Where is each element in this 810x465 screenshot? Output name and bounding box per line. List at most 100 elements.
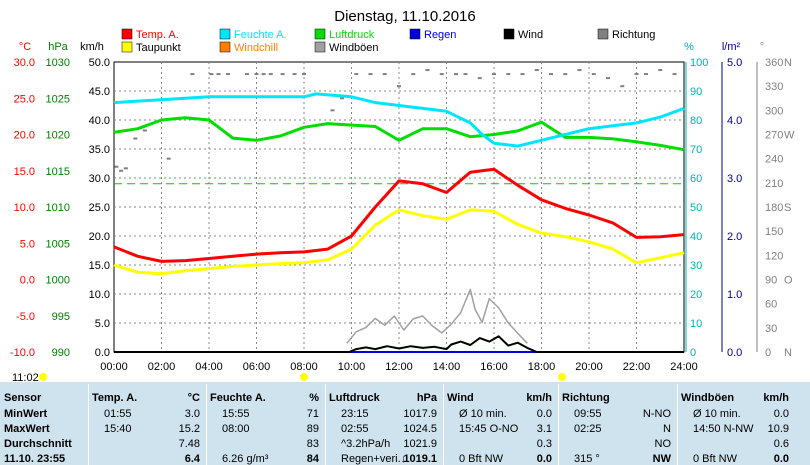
stats-row-value: 7.48: [178, 438, 200, 450]
stats-row-value: 1021.9: [403, 438, 437, 450]
stats-unit: km/h: [763, 392, 789, 404]
direction-point: [216, 73, 221, 76]
stats-row: 6.26 g/m³ 84: [210, 452, 321, 465]
stats-divider: [558, 384, 559, 465]
axis-tick-label: 1005: [46, 238, 70, 250]
x-tick-label: 04:00: [195, 361, 223, 373]
direction-point: [620, 85, 625, 88]
stats-row-value: 1024.5: [403, 423, 437, 435]
legend-swatch: [121, 41, 133, 53]
stats-row-label: Ø 10 min.: [693, 408, 741, 420]
stats-row: 09:55 N-NO: [562, 407, 673, 422]
legend-label: Feuchte A.: [234, 29, 287, 41]
stats-unit: hPa: [416, 392, 437, 404]
stats-row-value: 6.4: [184, 453, 200, 465]
stats-header: Richtung: [562, 391, 673, 406]
direction-point: [634, 73, 639, 76]
direction-point: [133, 137, 138, 140]
stats-row-value: 10.9: [767, 423, 789, 435]
direction-point: [254, 73, 259, 76]
stats-row: 0 Bft NW 0.0: [681, 452, 791, 465]
stats-row-label: ^3.2hPa/h: [341, 438, 391, 450]
stats-row: 83: [210, 437, 321, 452]
axis-unit-label: l/m²: [722, 41, 741, 53]
axis-unit-label: hPa: [48, 41, 68, 53]
legend-swatch: [597, 28, 609, 40]
axis-tick-label: -10.0: [10, 347, 35, 359]
stats-header: Sensor: [4, 391, 88, 406]
legend-swatch: [409, 28, 421, 40]
legend-swatch: [121, 28, 133, 40]
series-line-temp-a-: [113, 167, 685, 263]
x-tick-label: 12:00: [385, 361, 413, 373]
direction-point: [368, 73, 373, 76]
axis-tick-label: 5.0: [95, 318, 110, 330]
axis-tick-label: 10.0: [89, 289, 110, 301]
direction-point: [382, 73, 387, 76]
stats-row: Ø 10 min. 0.0: [681, 407, 791, 422]
x-tick-label: 22:00: [623, 361, 651, 373]
stats-row: 23:15 1017.9: [329, 407, 439, 422]
axis-tick-label: 100: [690, 57, 708, 69]
legend-swatch: [219, 28, 231, 40]
axis-unit-label: °: [760, 41, 764, 53]
stats-row: NO: [562, 437, 673, 452]
axis-tick-label: 995: [52, 311, 70, 323]
stats-row: Ø 10 min. 0.0: [447, 407, 554, 422]
axis-tick-label: 0.0: [95, 347, 110, 359]
stats-divider: [88, 384, 89, 465]
axis-tick-label: 25.0: [89, 202, 110, 214]
x-tick-label: 06:00: [243, 361, 271, 373]
axis-tick-label: 4.0: [727, 115, 742, 127]
stats-title: Luftdruck: [329, 392, 380, 404]
stats-row: 02:25 N: [562, 422, 673, 437]
direction-point: [506, 73, 511, 76]
legend-swatch: [314, 41, 326, 53]
stats-row-label: Regen+veri.↓: [341, 453, 407, 465]
x-tick-label: 00:00: [100, 361, 128, 373]
stats-row: 08:00 89: [210, 422, 321, 437]
stats-section: Windböen km/h Ø 10 min. 0.0 14:50 N-NW 10.9 0.…: [681, 382, 791, 465]
stats-row-value: 1017.9: [403, 408, 437, 420]
axis-tick-label: N: [784, 347, 792, 359]
direction-point: [340, 97, 344, 100]
stats-row-value: 0.0: [773, 408, 789, 420]
stats-row: 0.6: [681, 437, 791, 452]
x-tick-label: 02:00: [148, 361, 176, 373]
stats-row-label: 0 Bft NW: [693, 453, 738, 465]
axis-tick-label: 90: [765, 275, 777, 287]
axis-tick-label: 60: [765, 299, 777, 311]
direction-point: [492, 73, 496, 76]
legend-label: Windböen: [329, 42, 379, 54]
stats-row-value: 0.6: [773, 438, 789, 450]
axis-tick-label: 20: [690, 289, 702, 301]
stats-row: 15:40 15.2: [92, 422, 202, 437]
legend-label: Richtung: [612, 29, 655, 41]
stats-row-label: 02:25: [574, 423, 602, 435]
axis-tick-label: 1.0: [727, 289, 742, 301]
stats-row: 0.3: [447, 437, 554, 452]
stats-row: MinWert: [4, 407, 88, 422]
time-marker-icon: [39, 373, 47, 381]
axis-tick-label: -5.0: [16, 311, 35, 323]
stats-row-label: 6.26 g/m³: [222, 453, 269, 465]
stats-section: Feuchte A.% 15:55 71 08:00 89 83 6.26 g/m³ 84: [210, 382, 321, 465]
direction-point: [292, 73, 297, 76]
stats-row-value: 1019.1: [403, 453, 437, 465]
axis-tick-label: 40: [690, 231, 702, 243]
stats-row-label: 15:55: [222, 408, 250, 420]
stats-row: 15:55 71: [210, 407, 321, 422]
axis-tick-label: 0: [690, 347, 696, 359]
axis-tick-label: O: [784, 275, 793, 287]
stats-row-label: MinWert: [4, 408, 48, 420]
direction-point: [411, 73, 416, 76]
stats-row-value: 84: [306, 453, 319, 465]
direction-point: [226, 73, 230, 76]
stats-row-label: 15:40: [104, 423, 132, 435]
stats-row: 14:50 N-NW 10.9: [681, 422, 791, 437]
axis-tick-label: 50: [690, 202, 702, 214]
direction-point: [330, 109, 335, 112]
stats-row-value: NO: [654, 438, 672, 450]
axis-tick-label: 150: [765, 226, 783, 238]
x-tick-label: 14:00: [433, 361, 461, 373]
